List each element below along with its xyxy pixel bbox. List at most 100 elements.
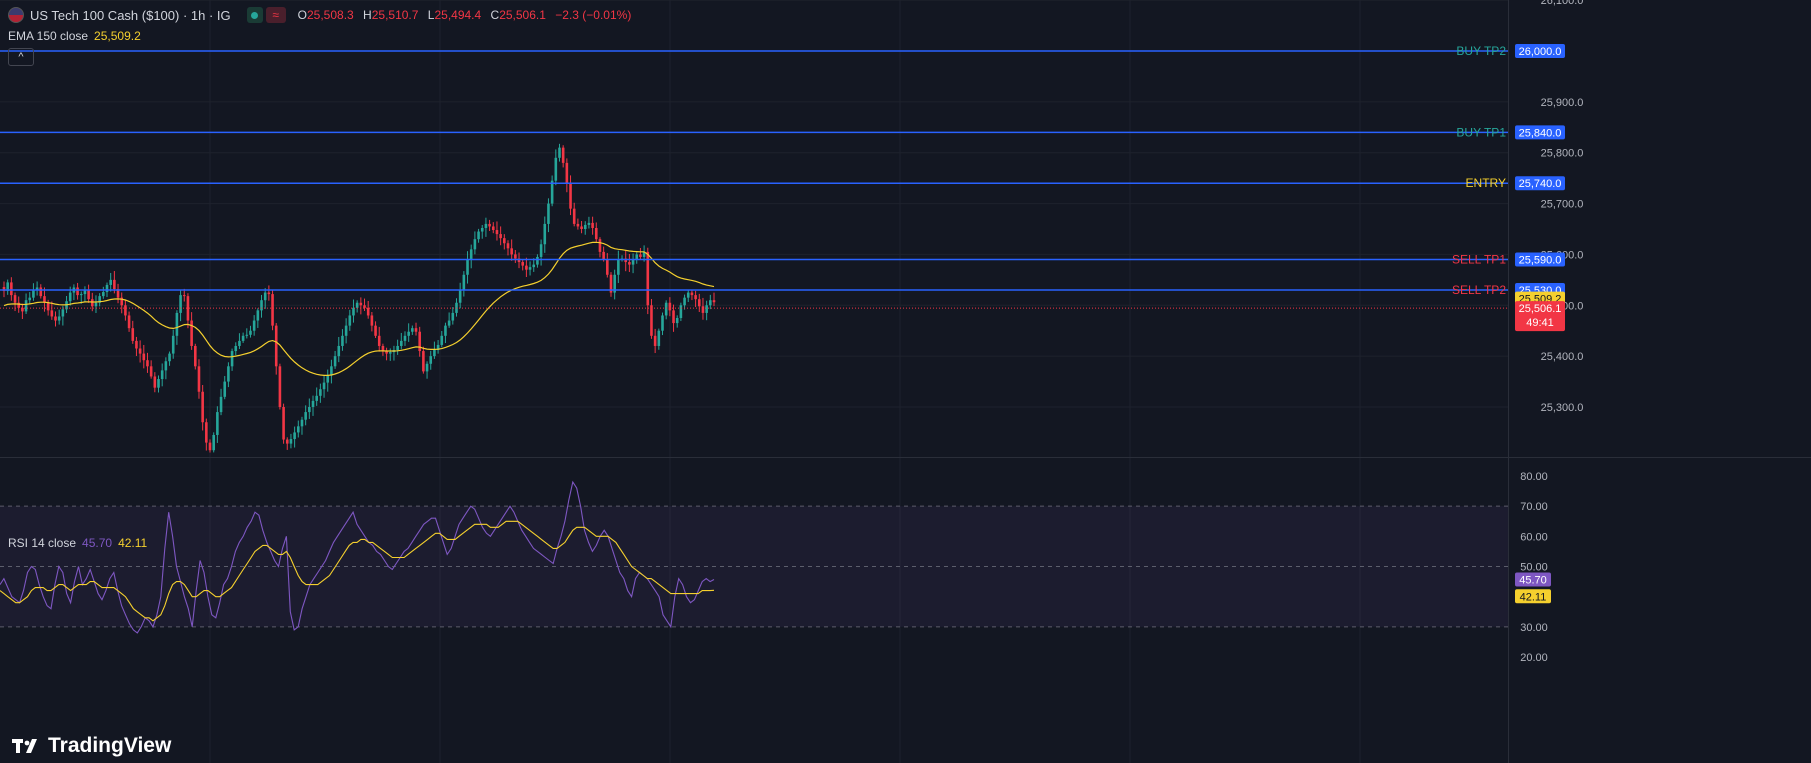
level-price-tag-text: 25,740.0 <box>1519 178 1562 190</box>
candle-body <box>322 382 326 390</box>
candle-body <box>672 310 675 324</box>
candle-body <box>657 330 661 346</box>
candle-body <box>576 223 580 227</box>
candle-body <box>396 345 399 351</box>
candle-body <box>304 412 307 420</box>
candle-body <box>238 340 241 346</box>
candle-body <box>54 316 57 321</box>
candle-body <box>422 351 425 372</box>
candle-body <box>297 426 300 433</box>
candle-body <box>631 259 635 265</box>
candle-body <box>436 344 440 351</box>
candle-body <box>120 297 124 306</box>
candle-body <box>164 361 168 371</box>
candle-body <box>609 274 613 293</box>
candle-body <box>282 407 285 440</box>
candle-body <box>43 296 46 303</box>
candle-body <box>473 239 477 250</box>
candle-body <box>102 292 105 297</box>
candle-body <box>32 290 35 298</box>
candle-body <box>131 328 135 341</box>
wave-icon[interactable]: ≈ <box>265 7 286 23</box>
candle-body <box>153 376 157 388</box>
candle-body <box>547 203 550 224</box>
candle-body <box>635 254 639 260</box>
tradingview-logo-icon <box>12 739 37 753</box>
rsi-value-tag-text: 45.70 <box>1519 574 1547 586</box>
rsi-tick-label: 30.00 <box>1520 622 1548 634</box>
rsi-ma-value: 42.11 <box>118 536 148 550</box>
rsi-legend[interactable]: RSI 14 close 45.70 42.11 <box>8 536 147 550</box>
candle-body <box>536 256 539 265</box>
tradingview-logo[interactable]: TradingView <box>12 734 171 758</box>
candle-body <box>425 363 429 372</box>
candle-body <box>525 265 528 270</box>
candle-body <box>411 328 414 332</box>
candle-body <box>517 258 521 263</box>
candle-body <box>28 297 32 301</box>
candle-body <box>201 391 204 423</box>
low-value: 25,494.4 <box>434 8 482 22</box>
candle-body <box>76 287 79 296</box>
ohlc-readout: O25,508.3 H25,510.7 L25,494.4 C25,506.1 … <box>298 8 632 22</box>
open-value: 25,508.3 <box>306 8 354 22</box>
candle-body <box>10 282 13 296</box>
candle-body <box>591 222 594 228</box>
candle-body <box>113 279 116 290</box>
candle-body <box>458 290 462 303</box>
candle-body <box>2 286 6 292</box>
candle-body <box>462 274 466 291</box>
candle-body <box>624 258 628 263</box>
high-label: H <box>363 8 372 22</box>
ema-legend[interactable]: EMA 150 close 25,509.2 <box>8 29 141 43</box>
level-label: SELL TP1 <box>1452 253 1506 267</box>
candle-body <box>300 419 304 427</box>
level-price-tag-text: 25,840.0 <box>1519 127 1562 139</box>
level-label: ENTRY <box>1466 176 1506 190</box>
candle-body <box>46 302 50 311</box>
high-value: 25,510.7 <box>371 8 419 22</box>
candle-body <box>149 366 153 377</box>
candle-body <box>613 274 616 293</box>
candle-body <box>561 147 565 163</box>
candle-body <box>366 307 370 316</box>
candle-body <box>359 302 363 306</box>
price-tick-label: 26,100.0 <box>1541 0 1584 7</box>
symbol-title[interactable]: US Tech 100 Cash ($100) · 1h · IG <box>30 7 231 23</box>
candle-body <box>506 243 510 249</box>
candle-body <box>341 335 344 346</box>
collapse-legend-button[interactable]: ^ <box>8 48 34 66</box>
level-price-tag <box>1515 44 1565 58</box>
candle-body <box>429 356 433 364</box>
us-flag-icon <box>8 7 24 23</box>
candle-body <box>138 348 142 354</box>
last-price-tag <box>1515 301 1565 332</box>
level-price-tag <box>1515 125 1565 140</box>
rsi-label: RSI 14 close <box>8 536 77 550</box>
candle-body <box>403 335 407 341</box>
candle-body <box>646 251 650 306</box>
market-status-icon[interactable] <box>246 7 263 23</box>
ema-150-line <box>3 241 715 376</box>
candle-body <box>642 251 646 257</box>
candle-body <box>333 356 337 367</box>
level-price-tag <box>1515 176 1565 191</box>
candle-body <box>484 223 488 228</box>
candle-body <box>514 254 517 259</box>
candle-body <box>510 248 513 255</box>
price-tick-label: 25,700.0 <box>1541 199 1584 211</box>
candle-body <box>274 325 278 367</box>
candle-body <box>289 439 293 444</box>
candle-body <box>285 439 289 444</box>
candle-body <box>587 222 591 225</box>
candle-body <box>90 299 94 307</box>
candle-body <box>499 234 502 239</box>
candle-body <box>105 284 109 293</box>
candle-body <box>234 345 238 352</box>
candle-body <box>223 381 227 397</box>
rsi-tick-label: 50.00 <box>1520 562 1548 574</box>
candle-body <box>135 340 138 349</box>
candle-body <box>480 227 484 232</box>
candle-body <box>190 320 193 346</box>
